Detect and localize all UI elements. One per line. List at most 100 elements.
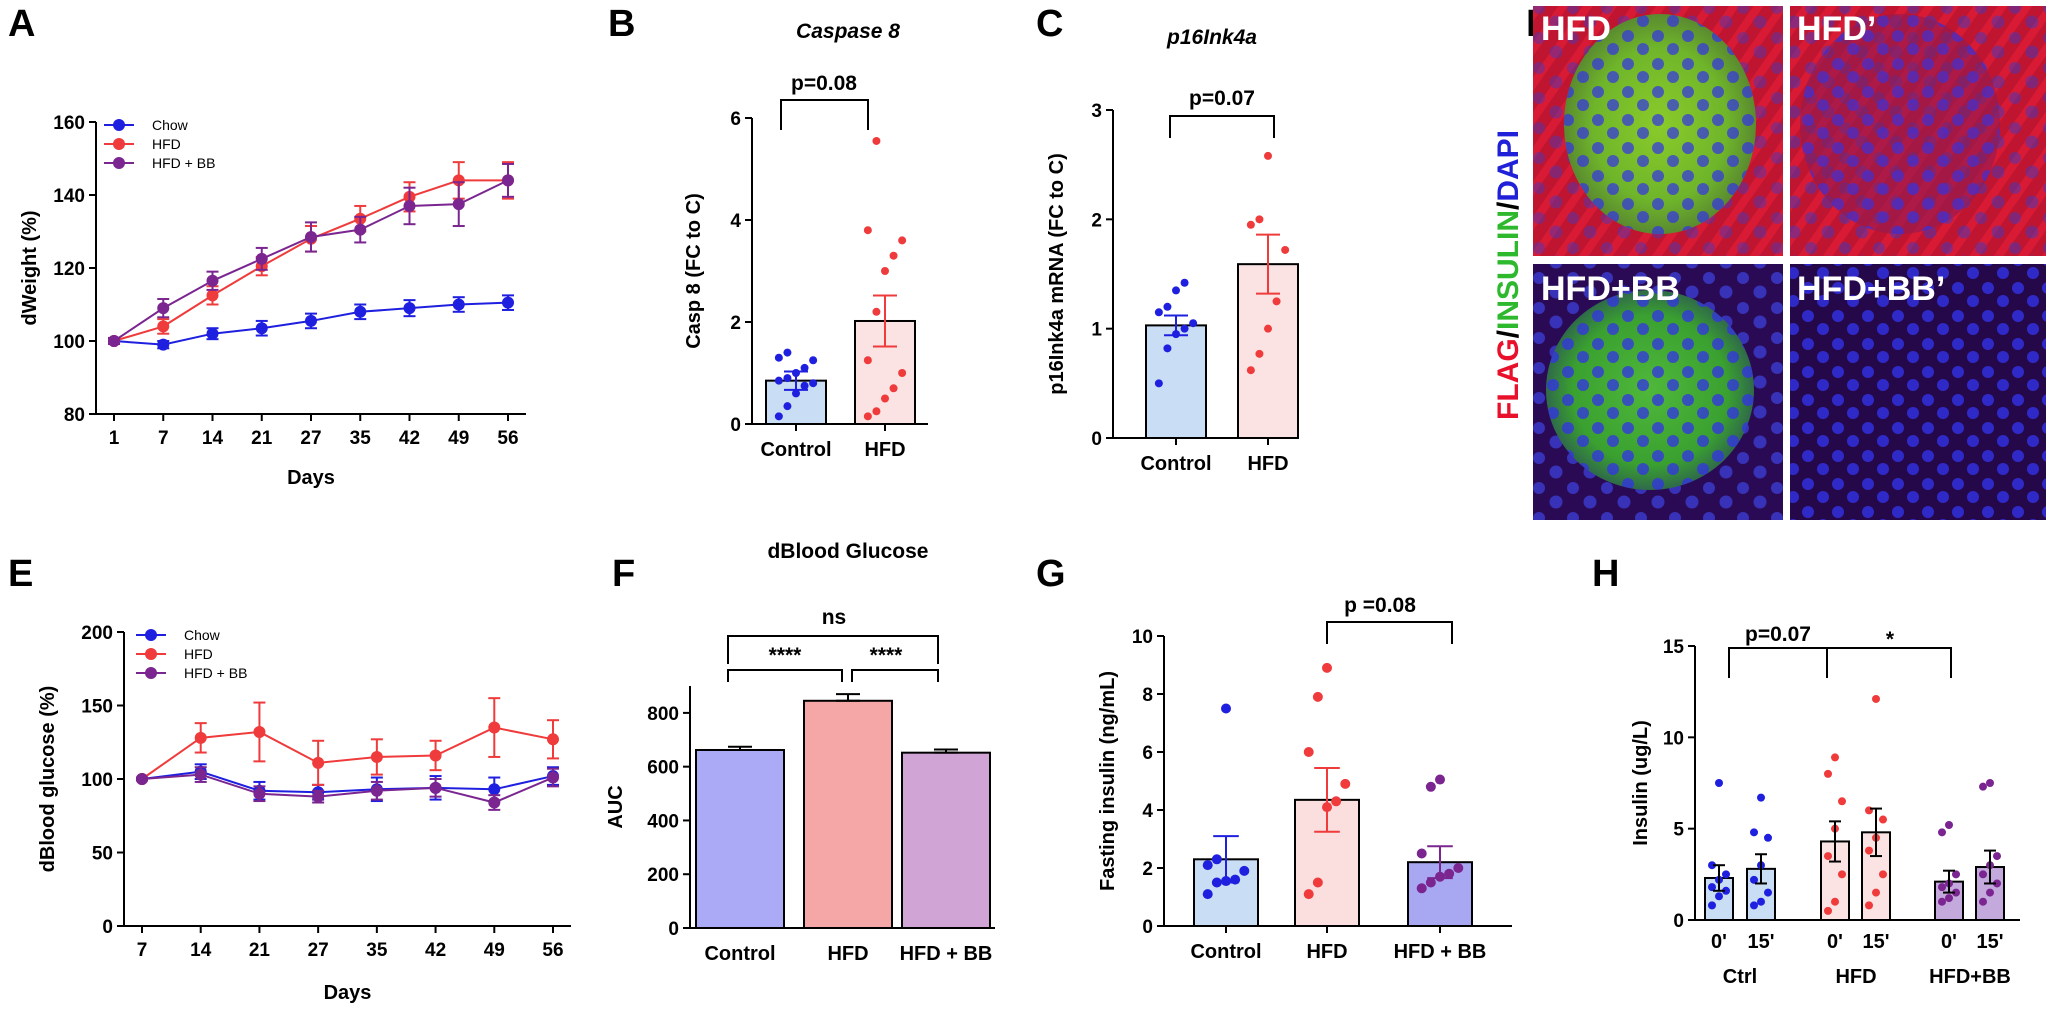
data-point <box>1764 888 1772 897</box>
data-point <box>1416 883 1427 894</box>
data-point <box>863 226 872 235</box>
micrograph-label-hfdbb: HFD+BB <box>1541 270 1680 308</box>
stain-insulin: INSULIN <box>1492 210 1525 330</box>
x-tick-label: 27 <box>300 428 321 449</box>
y-axis-title: Casp 8 (FC to C) <box>683 193 705 349</box>
data-point <box>1272 297 1281 306</box>
stain-slash-1: / <box>1492 329 1525 338</box>
data-point <box>488 783 501 796</box>
legend-label: HFD <box>184 646 213 662</box>
legend-marker <box>113 157 125 169</box>
chart-title: Caspase 8 <box>796 20 900 43</box>
data-point <box>1246 366 1255 375</box>
chart-c-p16: 0 1 2 3 p16Ink4a mRNA (FC to C) Control HFD p16… <box>1046 26 1299 475</box>
y-tick-label: 600 <box>647 758 679 779</box>
stain-flag: FLAG <box>1492 338 1525 420</box>
data-point <box>1255 349 1264 358</box>
data-point <box>1824 852 1832 861</box>
x-tick-label: 7 <box>137 940 148 961</box>
data-point <box>1879 815 1887 824</box>
data-point <box>1979 897 1987 906</box>
y-tick-label: 100 <box>53 332 85 353</box>
x-tick-label: HFD <box>827 943 868 965</box>
y-tick-label: 6 <box>1142 743 1153 764</box>
x-tick-label: HFD + BB <box>1394 941 1487 963</box>
data-point <box>429 749 442 762</box>
data-point <box>1416 848 1427 859</box>
stain-dapi: DAPI <box>1492 130 1525 202</box>
data-point <box>1879 870 1887 879</box>
y-tick-label: 3 <box>1091 101 1102 122</box>
chart-b-caspase8: 0 2 4 6 Casp 8 (FC to C) Control HFD Caspase 8 p… <box>683 20 928 461</box>
chart-f-auc: 0 200 400 600 800 AUC Control HFD HFD + BB dBlood… <box>605 540 995 965</box>
y-tick-label: 160 <box>53 113 85 134</box>
data-point <box>1180 278 1189 287</box>
y-tick-label: 150 <box>81 697 113 718</box>
data-point <box>1154 379 1163 388</box>
x-tick-label: 21 <box>249 940 271 961</box>
chart-title: dBlood Glucose <box>767 540 928 563</box>
x-tick-label: 14 <box>202 428 224 449</box>
data-point <box>1838 870 1846 879</box>
data-point <box>1312 877 1323 888</box>
significance-bracket <box>780 99 869 130</box>
data-point <box>1938 883 1946 892</box>
y-tick-label: 80 <box>64 405 85 426</box>
legend-label: Chow <box>152 117 189 133</box>
data-point <box>157 320 170 333</box>
data-point <box>1952 870 1960 879</box>
data-point <box>354 305 367 318</box>
chart-a-weight: 80 100 120 140 160 dWeight (%) 1 7 14 21 27 35 42 49 5… <box>19 113 526 489</box>
y-axis-title: AUC <box>605 785 627 828</box>
ns-label: ns <box>822 606 847 629</box>
panel-letter-f: F <box>612 553 635 595</box>
data-point <box>1264 324 1272 333</box>
x-tick-label: HFD + BB <box>900 943 993 965</box>
y-tick-label: 2 <box>1091 210 1102 231</box>
data-point <box>1750 901 1758 910</box>
panel-letter-a: A <box>8 3 35 45</box>
data-point <box>863 356 872 365</box>
data-point <box>403 302 416 315</box>
data-point <box>206 274 219 287</box>
panel-letter-b: B <box>608 3 635 45</box>
data-point <box>1722 870 1730 879</box>
data-point <box>800 381 809 390</box>
y-tick-label: 8 <box>1142 685 1153 706</box>
data-point <box>1824 906 1832 915</box>
legend-label: HFD + BB <box>152 155 215 171</box>
data-point <box>1246 220 1255 229</box>
data-point <box>206 289 219 302</box>
y-axis-title: dWeight (%) <box>19 210 41 325</box>
data-point <box>774 376 783 385</box>
x-tick-label: 15' <box>1862 931 1889 953</box>
data-point <box>1425 781 1436 792</box>
x-tick-label: Control <box>1190 941 1261 963</box>
x-tick-label: 15' <box>1976 931 2003 953</box>
group-label: HFD <box>1835 966 1876 988</box>
y-tick-label: 0 <box>1091 429 1102 450</box>
data-point <box>1838 797 1846 806</box>
data-point <box>1865 901 1873 910</box>
data-point <box>452 298 465 311</box>
data-point <box>1453 863 1464 873</box>
x-tick-label: 42 <box>425 940 446 961</box>
data-point <box>1303 889 1314 900</box>
y-tick-label: 200 <box>81 623 113 644</box>
x-tick-label: 56 <box>497 428 518 449</box>
data-point <box>1172 286 1180 295</box>
data-point <box>1979 782 1987 791</box>
star-label: * <box>1886 628 1895 651</box>
data-point <box>305 230 317 243</box>
data-point <box>809 379 818 388</box>
data-point <box>1872 694 1880 703</box>
data-point <box>809 356 818 365</box>
data-point <box>1708 901 1716 910</box>
data-point <box>792 389 800 398</box>
data-point <box>881 394 889 403</box>
bar <box>803 699 893 929</box>
data-point <box>255 322 268 335</box>
data-point <box>1715 779 1723 787</box>
stars-label-2: **** <box>870 644 904 667</box>
